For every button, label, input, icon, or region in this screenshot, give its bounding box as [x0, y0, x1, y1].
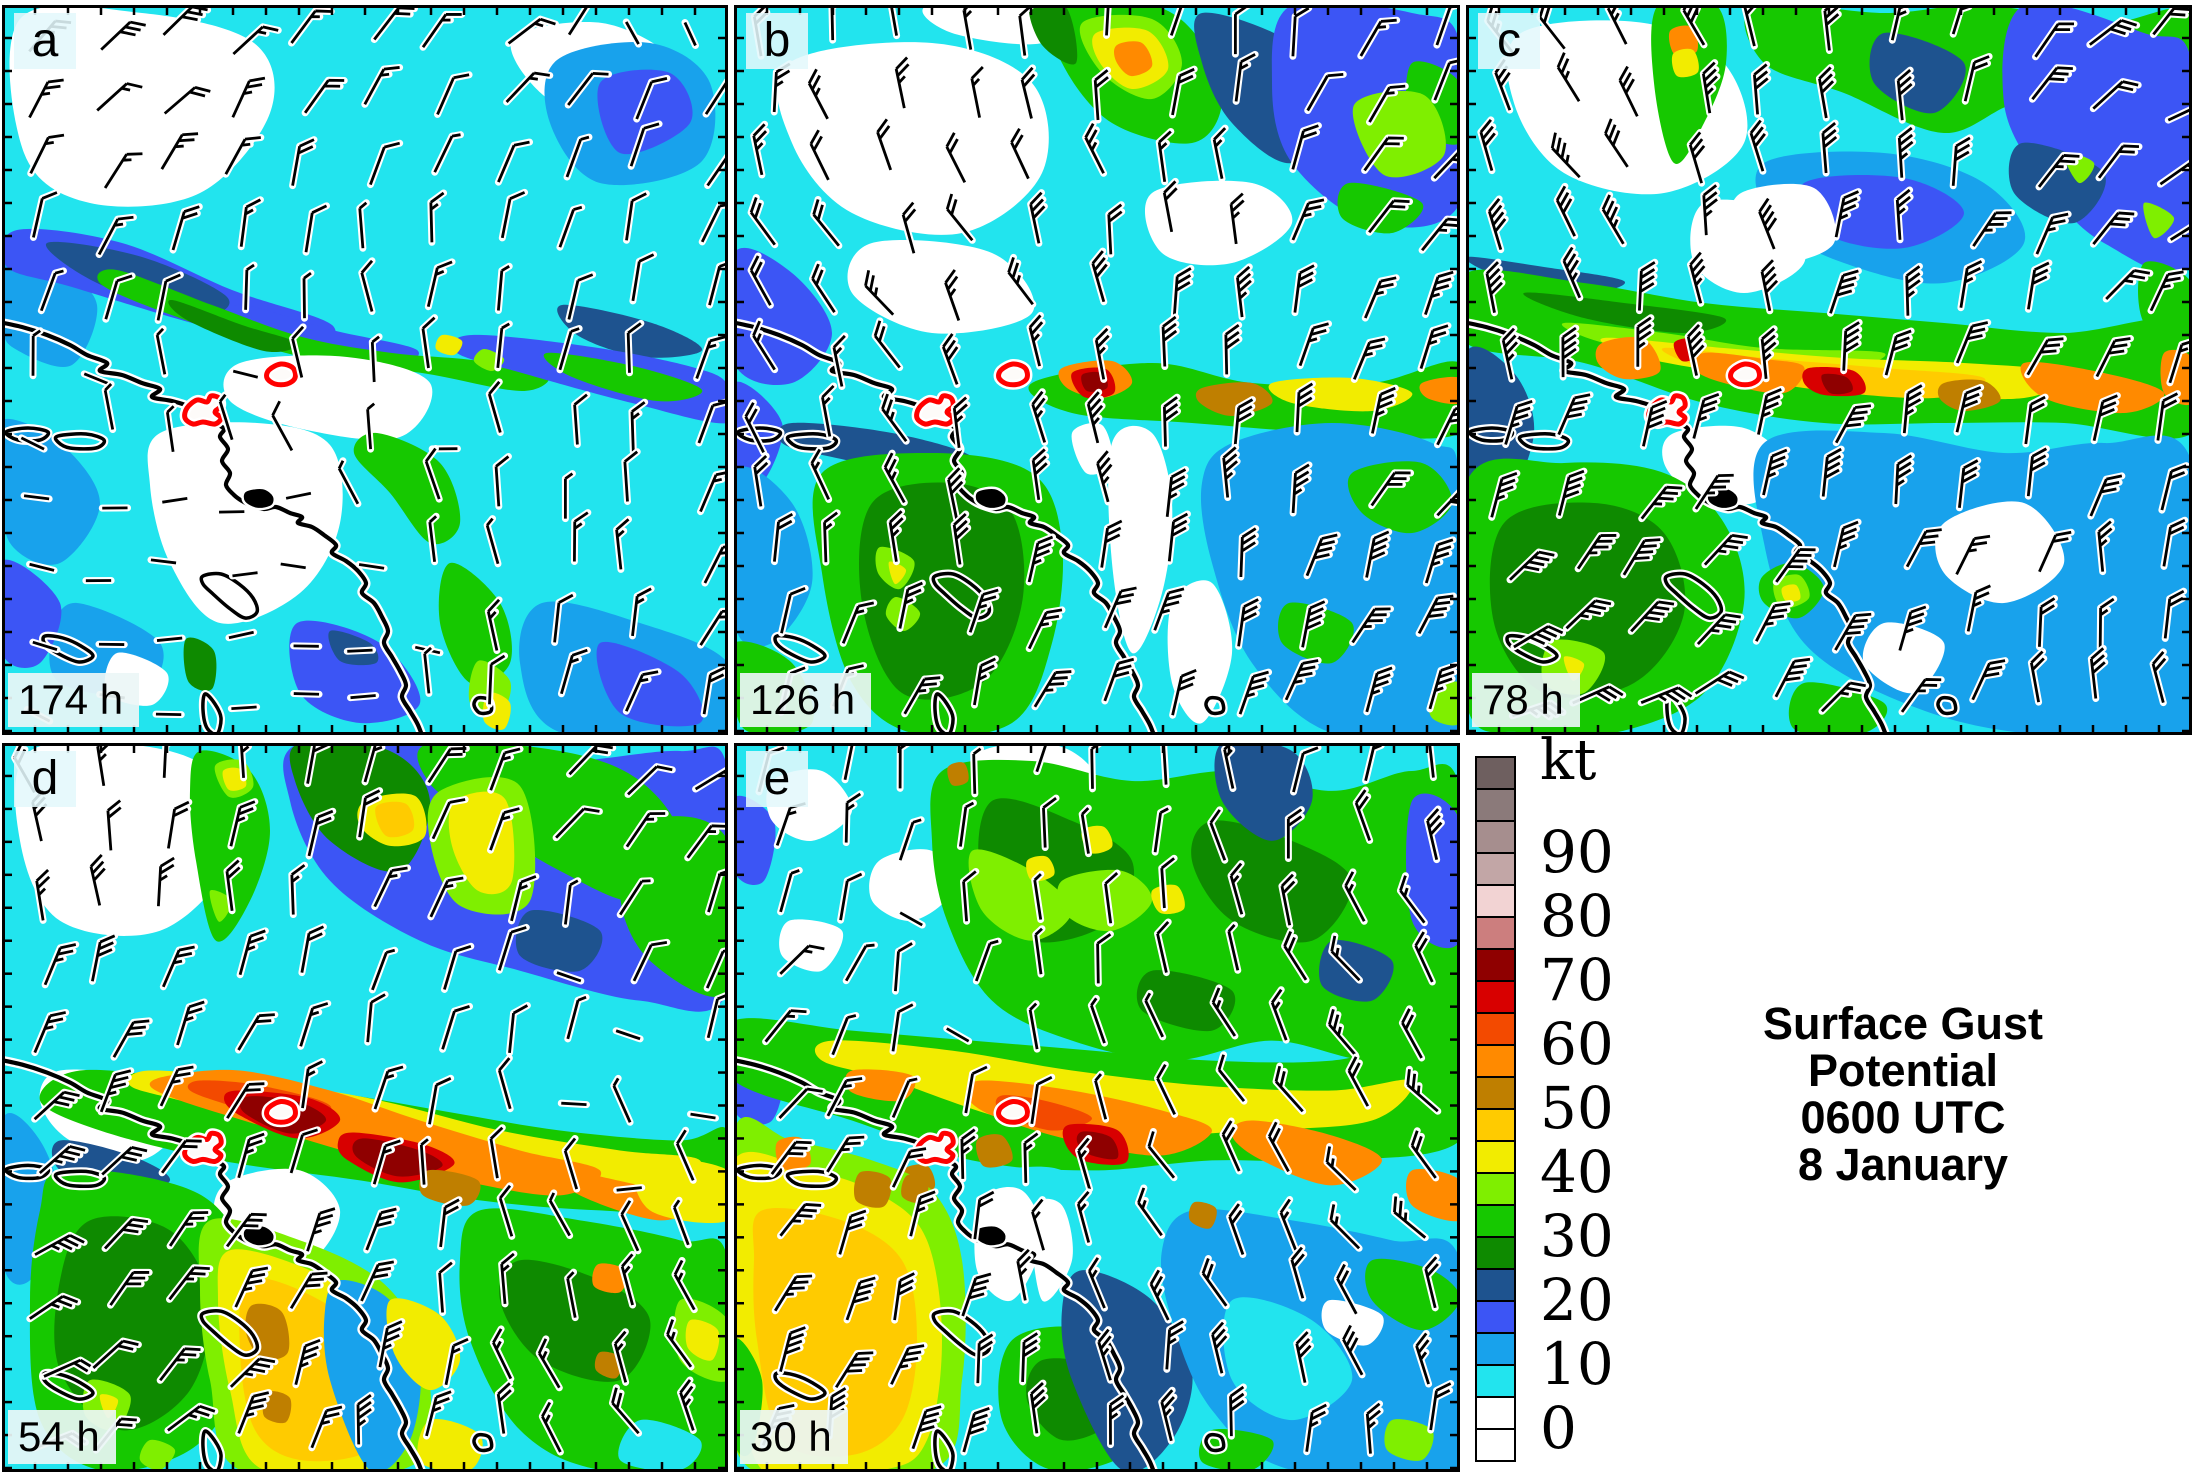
legend-color-cell — [1477, 1364, 1514, 1396]
legend-tick-40: 40 — [1540, 1138, 1614, 1206]
legend-tick-20: 20 — [1540, 1266, 1614, 1334]
legend-color-cell — [1477, 1396, 1514, 1428]
forecast-hour-label-e: 30 h — [740, 1410, 848, 1464]
panel-a: a 174 h — [2, 5, 728, 735]
title-line-1: Surface Gust — [1762, 998, 2044, 1049]
legend-tick-30: 30 — [1540, 1202, 1614, 1270]
panel-d: d 54 h — [2, 743, 728, 1472]
forecast-hour-label-b: 126 h — [740, 673, 872, 727]
legend-color-cell — [1477, 1172, 1514, 1204]
legend-color-cell — [1477, 1012, 1514, 1044]
map-b — [734, 5, 1460, 735]
forecast-hour-label-d: 54 h — [8, 1410, 116, 1464]
panel-letter-c: c — [1478, 13, 1540, 69]
legend-color-cell — [1477, 758, 1514, 788]
legend-colorbar — [1475, 756, 1516, 1462]
legend-color-cell — [1477, 1428, 1514, 1460]
legend-color-cell — [1477, 1268, 1514, 1300]
legend-color-cell — [1477, 1044, 1514, 1076]
map-d — [2, 743, 728, 1472]
legend-tick-70: 70 — [1540, 946, 1614, 1014]
map-c — [1466, 5, 2192, 735]
legend-tick-60: 60 — [1540, 1010, 1614, 1078]
legend-color-cell — [1477, 1236, 1514, 1268]
title-line-2: Potential — [1807, 1045, 1999, 1096]
panel-c: c 78 h — [1466, 5, 2192, 735]
legend-tick-0: 0 — [1540, 1394, 1577, 1462]
legend-color-cell — [1477, 884, 1514, 916]
forecast-hour-label-c: 78 h — [1472, 673, 1580, 727]
title-line-4: 8 January — [1797, 1139, 2009, 1190]
legend-color-cell — [1477, 1204, 1514, 1236]
map-a — [2, 5, 728, 735]
legend-color-cell — [1477, 1076, 1514, 1108]
legend-color-cell — [1477, 1140, 1514, 1172]
legend-color-cell — [1477, 1108, 1514, 1140]
legend-color-cell — [1477, 852, 1514, 884]
legend-color-cell — [1477, 788, 1514, 820]
legend-color-cell — [1477, 980, 1514, 1012]
map-e — [734, 743, 1460, 1472]
legend-tick-80: 80 — [1540, 882, 1614, 950]
legend-color-cell — [1477, 948, 1514, 980]
panel-e: e 30 h — [734, 743, 1460, 1472]
panel-letter-d: d — [14, 751, 76, 807]
panel-b: b 126 h — [734, 5, 1460, 735]
legend-color-cell — [1477, 916, 1514, 948]
legend-color-cell — [1477, 1332, 1514, 1364]
panel-letter-a: a — [14, 13, 76, 69]
figure-title: Surface Gust Potential 0600 UTC 8 Januar… — [1700, 1000, 2106, 1188]
panel-letter-e: e — [746, 751, 808, 807]
legend-tick-10: 10 — [1540, 1330, 1614, 1398]
legend-color-cell — [1477, 820, 1514, 852]
panel-letter-b: b — [746, 13, 808, 69]
forecast-hour-label-a: 174 h — [8, 673, 140, 727]
legend-color-cell — [1477, 1300, 1514, 1332]
title-line-3: 0600 UTC — [1800, 1092, 2006, 1143]
legend-tick-50: 50 — [1540, 1074, 1614, 1142]
legend-tick-90: 90 — [1540, 818, 1614, 886]
legend-unit-label: kt — [1540, 728, 1597, 793]
